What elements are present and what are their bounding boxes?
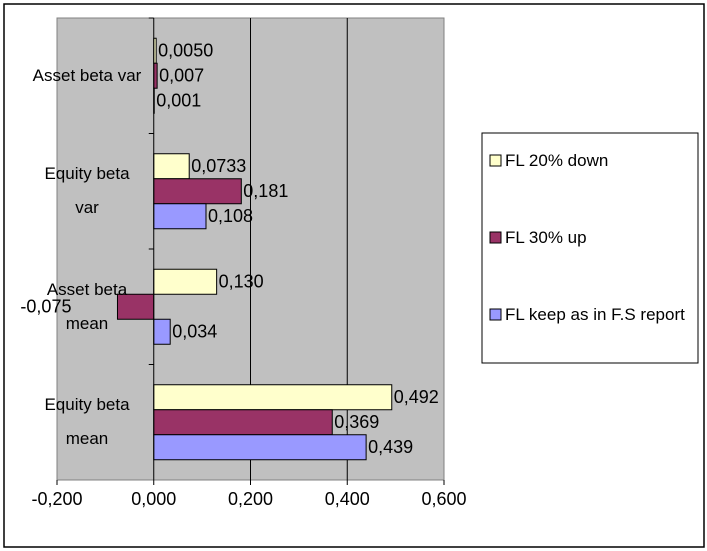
x-tick-label: 0,400 [325,489,370,509]
legend-swatch [489,154,502,167]
bar [153,384,393,411]
category-label: Equity beta var [44,164,130,218]
x-tick-label: -0,200 [31,489,82,509]
legend-swatch [489,231,502,244]
value-label: 0,0733 [191,156,246,176]
value-label: 0,108 [208,206,253,226]
category-label: Equity beta mean [44,395,130,449]
bar [153,268,218,295]
legend-label: FL 30% up [505,228,587,247]
legend-label: FL 20% down [505,151,609,170]
legend-swatch [489,308,502,321]
category-label: Asset beta mean [46,279,128,333]
value-label: 0,130 [219,272,264,292]
bar [153,318,171,345]
value-label: -0,075 [20,297,71,317]
value-label: 0,001 [156,91,201,111]
bar [153,178,242,205]
value-label: 0,034 [172,322,217,342]
bar [153,409,333,436]
value-label: 0,007 [159,66,204,86]
value-label: 0,181 [243,181,288,201]
x-tick-label: 0,200 [228,489,273,509]
legend-box [481,132,699,364]
bar [116,293,155,320]
bar [153,434,367,461]
bar [153,203,207,230]
legend-label: FL keep as in F.S report [505,305,685,324]
value-label: 0,0050 [158,41,213,61]
value-label: 0,492 [394,387,439,407]
bar [153,62,158,89]
value-label: 0,439 [368,437,413,457]
x-tick-label: 0,600 [421,489,466,509]
category-label: Asset beta var [32,65,142,85]
value-label: 0,369 [334,412,379,432]
x-tick-label: 0,000 [131,489,176,509]
bar [153,153,190,180]
